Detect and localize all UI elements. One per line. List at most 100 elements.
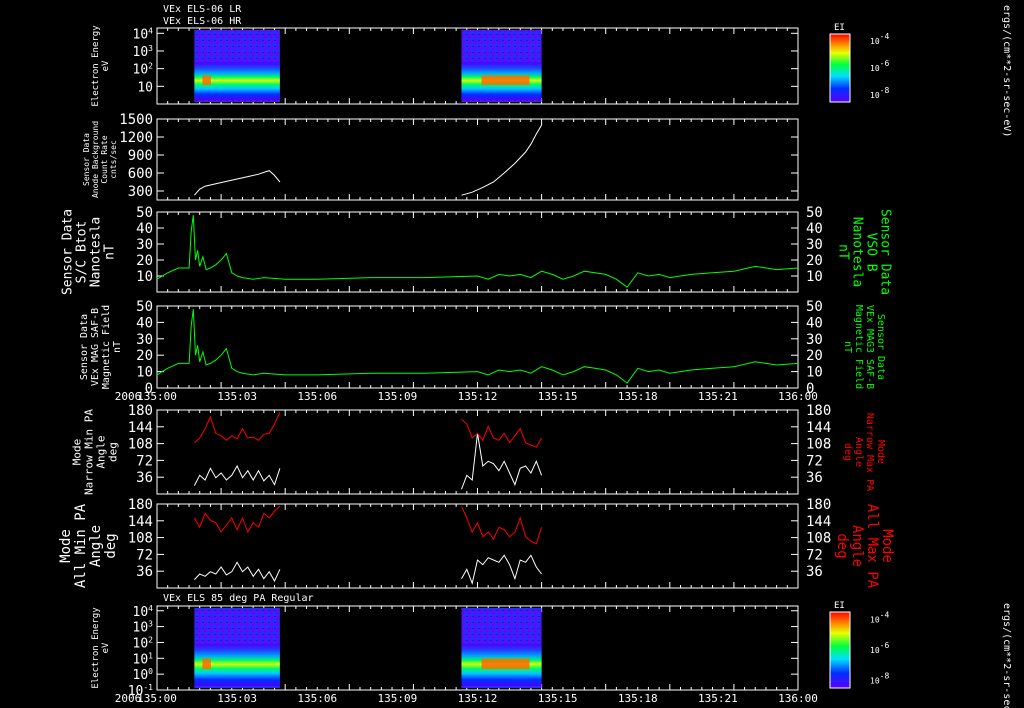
y-tick-label-right: 10 — [806, 269, 823, 285]
x-tick-label: 135:15 — [538, 692, 578, 705]
y-axis-title-7-line: Electron Energy — [91, 607, 101, 689]
y-tick-label: 101 — [133, 651, 154, 667]
year-label: 2006 — [115, 390, 142, 403]
y-tick-label: 180 — [128, 403, 153, 419]
colorbar-tick-label: 10-4 — [870, 611, 889, 625]
colorbar-tick-label: 10-6 — [870, 641, 889, 655]
spectrogram-hotspot — [202, 658, 211, 670]
x-tick-label: 135:21 — [698, 390, 738, 403]
y-axis-title-7: Electron Energy eV — [91, 607, 111, 689]
y-tick-label-right: 144 — [806, 420, 831, 436]
x-tick-label: 135:00 — [137, 390, 177, 403]
y-tick-label: 108 — [128, 437, 153, 453]
y-tick-label-right: 72 — [806, 453, 823, 469]
y-tick-label: 103 — [133, 44, 154, 60]
colorbar — [829, 33, 851, 103]
y-tick-label: 104 — [133, 604, 154, 620]
y-axis-title-5-line: Mode — [71, 439, 84, 466]
series-line-b — [156, 309, 799, 384]
y-tick-label: 36 — [136, 470, 153, 486]
y-tick-label: 108 — [128, 531, 153, 547]
y-tick-label-right: 108 — [806, 531, 831, 547]
colorbar — [829, 611, 851, 689]
colorbar-tick-label: 10-6 — [870, 59, 889, 73]
right-axis-title-3-line: VSO B — [864, 232, 879, 271]
y-tick-label: 102 — [133, 635, 154, 651]
y-axis-title-1: Electron Energy eV — [91, 25, 111, 107]
y-tick-label: 600 — [128, 166, 153, 182]
y-tick-label: 72 — [136, 547, 153, 563]
colorbar-tick-label: 10-8 — [870, 671, 889, 685]
y-tick-label-right: 180 — [806, 403, 831, 419]
right-axis-title-4-line: nT — [842, 341, 853, 353]
x-tick-label: 135:12 — [458, 692, 498, 705]
colorbar-units-text: ergs/(cm**2-sr-sec-eV) — [1001, 603, 1012, 708]
spectrogram-hotspot — [481, 75, 530, 85]
y-tick-label-right: 50 — [806, 205, 823, 221]
x-tick-label: 136:00 — [778, 692, 818, 705]
series-line-min — [193, 464, 281, 486]
year-label: 2006 — [115, 692, 142, 705]
right-axis-title-5-line: deg — [842, 443, 853, 461]
panel-5-frame — [156, 409, 799, 495]
y-axis-title-5-line: Narrow Min PA — [83, 409, 96, 495]
y-tick-label: 10 — [136, 269, 153, 285]
colorbar-tick-label: 10-8 — [870, 86, 889, 100]
y-tick-label: 180 — [128, 497, 153, 513]
y-tick-label-right: 72 — [806, 547, 823, 563]
panel-3-frame — [156, 211, 799, 293]
y-tick-label: 20 — [136, 253, 153, 269]
panel7-title: VEx ELS 85 deg PA Regular — [163, 593, 314, 604]
right-axis-title-3-line: Nanotesla — [850, 217, 865, 287]
y-axis-title-2-line: cnts/sec — [109, 140, 118, 179]
y-tick-label-right: 30 — [806, 237, 823, 253]
y-axis-title-3: Sensor Data S/C Btot Nanotesla nT — [60, 209, 117, 295]
y-tick-label: 144 — [128, 514, 153, 530]
y-tick-label: 30 — [136, 332, 153, 348]
y-tick-label-right: 40 — [806, 315, 823, 331]
spectrogram-hotspot — [481, 658, 530, 670]
panel-4-frame — [156, 305, 799, 389]
x-tick-label: 135:03 — [217, 390, 257, 403]
y-tick-label-right: 30 — [806, 332, 823, 348]
series-line-max-2 — [461, 418, 543, 448]
series-line-min — [194, 561, 281, 583]
right-axis-title-3-line: nT — [836, 244, 851, 260]
y-axis-title-6-line: deg — [103, 533, 119, 558]
right-axis-title-6-line: All Max PA — [864, 504, 880, 589]
right-axis-title-5-line: Narrow Max PA — [864, 413, 875, 491]
header-line2: VEx ELS-06 HR — [163, 16, 242, 27]
x-tick-label: 135:00 — [137, 692, 177, 705]
y-tick-label-right: 0 — [806, 381, 814, 397]
right-axis-title-4-line: VEx MAG3 SAF-B — [864, 305, 875, 389]
y-axis-title-3-line: S/C Btot — [74, 221, 89, 284]
y-tick-label-right: 10 — [806, 365, 823, 381]
y-tick-label: 900 — [128, 148, 153, 164]
colorbar-tick-label: 10-4 — [870, 32, 889, 46]
y-tick-label-right: 108 — [806, 437, 831, 453]
right-axis-title-6-line: deg — [834, 533, 850, 558]
series-line-min-2 — [461, 554, 542, 586]
x-tick-label: 135:09 — [378, 390, 418, 403]
series-line-segment-1 — [194, 170, 281, 196]
x-tick-label: 135:03 — [217, 692, 257, 705]
y-tick-label: 40 — [136, 221, 153, 237]
series-line-min-2 — [461, 433, 543, 490]
y-tick-label: 102 — [133, 62, 154, 78]
y-tick-label: 1500 — [119, 112, 153, 128]
x-tick-label: 135:06 — [297, 692, 337, 705]
x-tick-label: 135:09 — [378, 692, 418, 705]
y-tick-label: 10 — [136, 365, 153, 381]
panel-2-frame — [156, 118, 799, 201]
y-axis-title-2-line: Anode Background — [91, 121, 100, 198]
y-axis-title-3-line: nT — [102, 244, 117, 260]
y-axis-title-4-line: VEx MAG SAF-B — [90, 308, 101, 386]
y-axis-title-2-line: Sensor Data — [82, 133, 91, 186]
y-axis-title-4-line: Sensor Data — [79, 314, 90, 380]
colorbar-units-7: ergs/(cm**2-sr-sec-eV) — [1001, 603, 1012, 708]
right-axis-title-5-line: Angle — [853, 437, 864, 467]
